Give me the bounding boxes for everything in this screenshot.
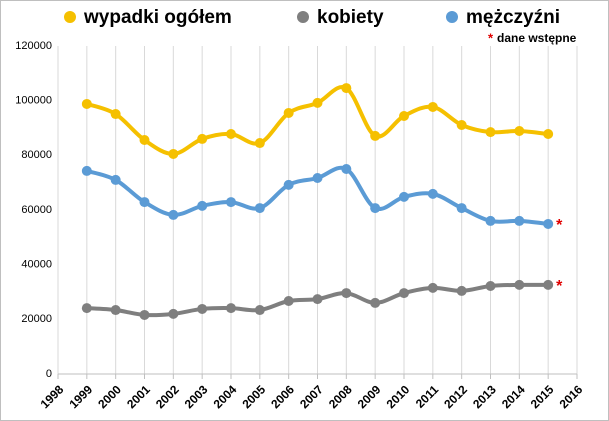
data-point	[168, 148, 179, 159]
data-point	[427, 101, 438, 112]
data-point	[543, 218, 554, 229]
data-point	[226, 303, 236, 314]
data-point	[514, 215, 525, 226]
data-point	[110, 305, 121, 316]
end-note: *	[556, 217, 563, 234]
data-point	[110, 174, 121, 185]
legend-label: kobiety	[317, 7, 384, 28]
y-tick-label: 60000	[21, 204, 52, 216]
data-point	[312, 173, 323, 184]
data-point	[485, 215, 496, 226]
data-point	[399, 191, 409, 202]
legend-label: mężczyźni	[466, 7, 560, 28]
data-point	[168, 308, 179, 319]
note: dane wstępne	[497, 31, 577, 45]
data-point	[456, 119, 467, 130]
legend-marker	[446, 11, 458, 23]
legend-label: wypadki ogółem	[83, 7, 232, 28]
data-point	[456, 203, 467, 214]
data-point	[81, 98, 92, 109]
y-tick-label: 20000	[21, 313, 52, 325]
data-point	[543, 129, 554, 140]
data-point	[197, 303, 208, 314]
data-point	[427, 188, 438, 199]
data-point	[543, 279, 554, 290]
data-point	[341, 288, 352, 299]
data-point	[341, 164, 352, 174]
data-point	[370, 130, 381, 141]
data-point	[312, 294, 323, 305]
data-point	[399, 110, 409, 121]
data-point	[370, 203, 381, 214]
note-marker: *	[488, 30, 494, 45]
data-point	[226, 129, 236, 140]
data-point	[485, 127, 496, 138]
data-point	[514, 126, 525, 137]
y-tick-label: 0	[46, 368, 52, 380]
data-point	[139, 197, 150, 208]
y-tick-label: 120000	[15, 40, 52, 52]
data-point	[283, 107, 294, 118]
data-point	[283, 179, 294, 190]
data-point	[81, 165, 92, 176]
data-point	[399, 288, 409, 299]
y-tick-label: 40000	[21, 259, 52, 271]
data-point	[485, 280, 496, 291]
data-point	[427, 282, 438, 293]
data-point	[110, 109, 121, 120]
data-point	[197, 200, 208, 211]
data-point	[514, 279, 525, 290]
data-point	[370, 297, 381, 308]
data-point	[254, 305, 265, 316]
data-point	[168, 209, 179, 220]
data-point	[456, 285, 467, 296]
data-point	[81, 303, 92, 314]
end-note: *	[556, 278, 563, 295]
legend-marker	[64, 11, 76, 23]
data-point	[139, 135, 150, 146]
y-tick-label: 80000	[21, 149, 52, 161]
data-point	[283, 296, 294, 307]
data-point	[312, 97, 323, 108]
legend-marker	[297, 11, 309, 23]
data-point	[226, 197, 236, 208]
data-point	[139, 309, 150, 320]
data-point	[197, 133, 208, 144]
y-tick-label: 100000	[15, 95, 52, 107]
data-point	[341, 83, 352, 94]
data-point	[254, 203, 265, 214]
data-point	[254, 138, 265, 149]
